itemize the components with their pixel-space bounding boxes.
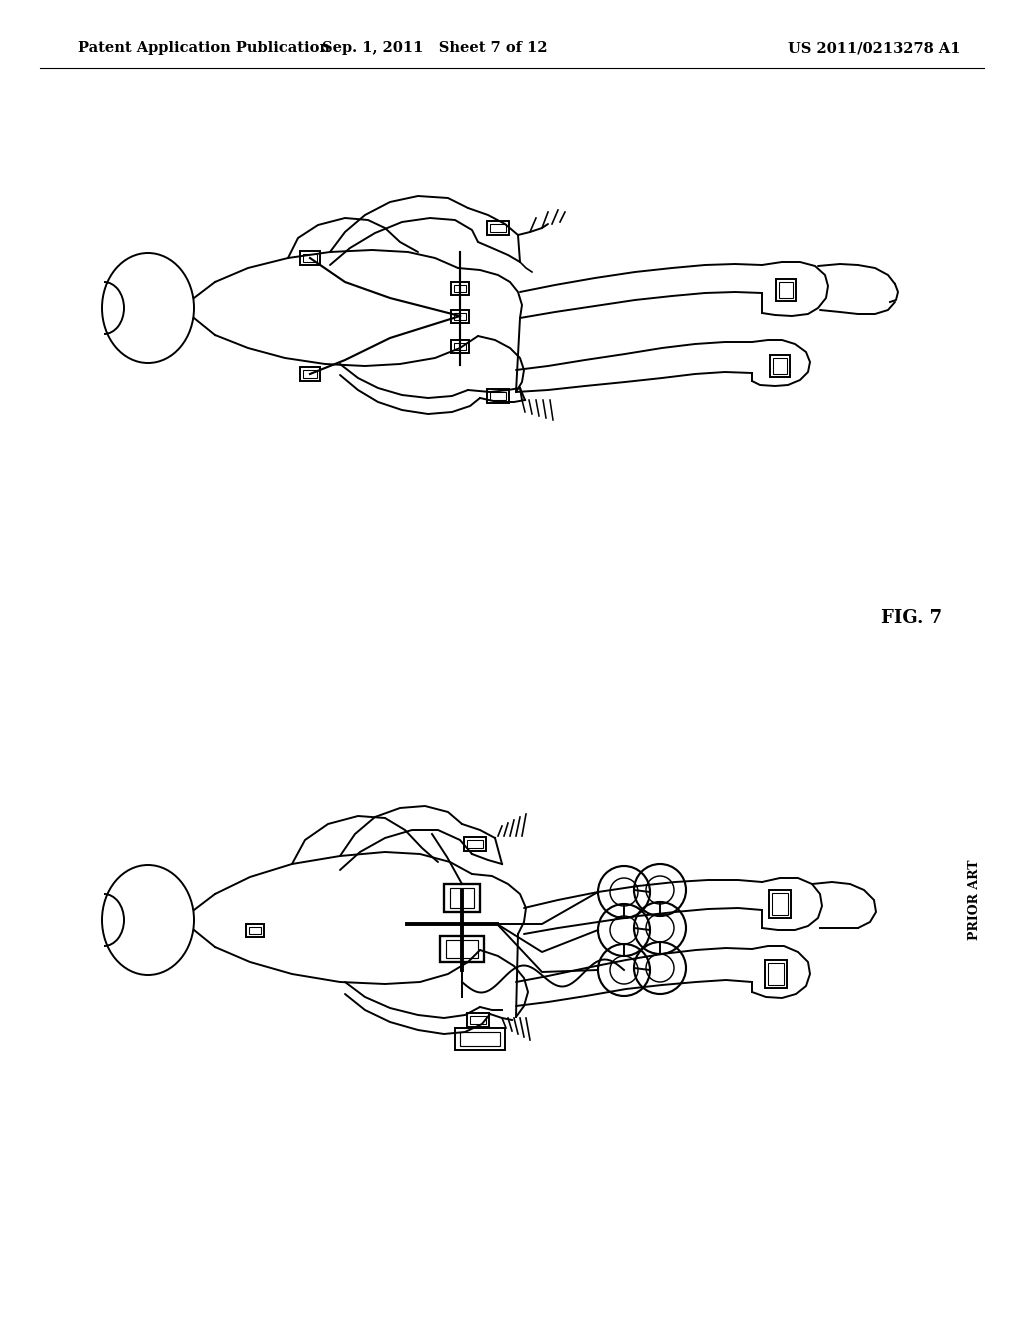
Bar <box>467 1012 489 1027</box>
Text: US 2011/0213278 A1: US 2011/0213278 A1 <box>787 41 961 55</box>
Bar <box>249 927 261 933</box>
Bar <box>444 884 480 912</box>
Bar <box>454 285 466 292</box>
Bar <box>451 309 469 322</box>
Bar <box>770 355 790 378</box>
Bar <box>300 251 319 265</box>
Bar <box>467 840 483 847</box>
Bar <box>446 940 478 958</box>
Bar <box>454 342 466 350</box>
Bar <box>470 1016 486 1024</box>
Bar <box>768 964 784 985</box>
Bar <box>246 924 264 936</box>
Bar <box>300 367 319 381</box>
Bar <box>769 890 791 917</box>
Bar <box>454 313 466 319</box>
Bar <box>490 224 506 232</box>
Text: Patent Application Publication: Patent Application Publication <box>78 41 330 55</box>
Bar <box>773 358 787 374</box>
Bar <box>776 279 796 301</box>
Bar <box>487 220 509 235</box>
Bar <box>779 282 793 298</box>
Bar <box>303 370 317 378</box>
Bar <box>451 339 469 352</box>
Text: FIG. 7: FIG. 7 <box>882 609 942 627</box>
Bar <box>460 1032 500 1045</box>
Bar <box>455 1028 505 1049</box>
Bar <box>440 936 484 962</box>
Bar <box>765 960 787 987</box>
Bar <box>451 281 469 294</box>
Bar <box>487 389 509 403</box>
Bar <box>303 253 317 261</box>
Bar <box>490 392 506 400</box>
Bar <box>772 894 788 915</box>
Bar <box>464 837 486 851</box>
Bar <box>450 888 474 908</box>
Text: PRIOR ART: PRIOR ART <box>969 859 981 940</box>
Text: Sep. 1, 2011   Sheet 7 of 12: Sep. 1, 2011 Sheet 7 of 12 <box>323 41 548 55</box>
